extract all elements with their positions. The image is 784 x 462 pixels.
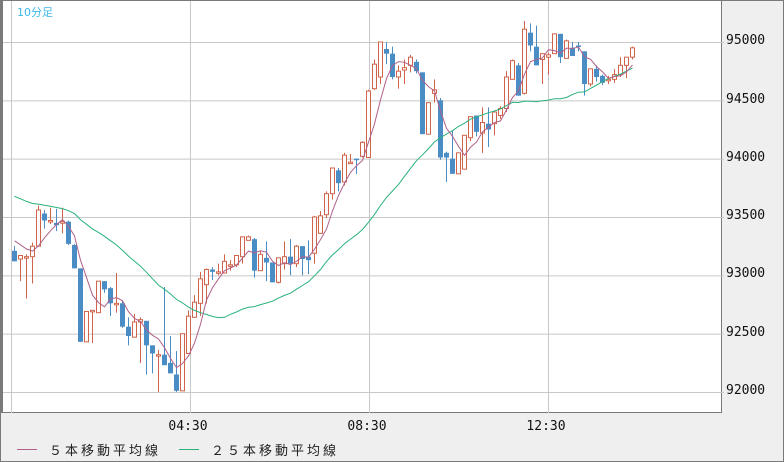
y-tick-92000: 92000 — [726, 383, 766, 398]
legend-item-ma5: ５本移動平均線 — [17, 440, 161, 459]
ma5-swatch-icon — [17, 449, 37, 450]
y-tick-94000: 94000 — [726, 150, 766, 165]
legend-label-ma25: ２５本移動平均線 — [211, 444, 340, 459]
x-tick-0430: 04:30 — [168, 419, 208, 434]
y-tick-93500: 93500 — [726, 208, 766, 223]
y-tick-95000: 95000 — [726, 33, 766, 48]
chart-legend: ５本移動平均線 ２５本移動平均線 — [17, 440, 357, 459]
legend-item-ma25: ２５本移動平均線 — [179, 440, 339, 459]
x-tick-1230: 12:30 — [526, 419, 566, 434]
legend-label-ma5: ５本移動平均線 — [49, 444, 162, 459]
candlestick-chart — [3, 1, 724, 413]
plot-area: 10分足 — [1, 1, 724, 413]
y-tick-93000: 93000 — [726, 266, 766, 281]
ma25-swatch-icon — [179, 449, 200, 450]
period-label: 10分足 — [17, 6, 53, 19]
y-tick-94500: 94500 — [726, 92, 766, 107]
y-tick-92500: 92500 — [726, 325, 766, 340]
x-tick-0830: 08:30 — [347, 419, 387, 434]
